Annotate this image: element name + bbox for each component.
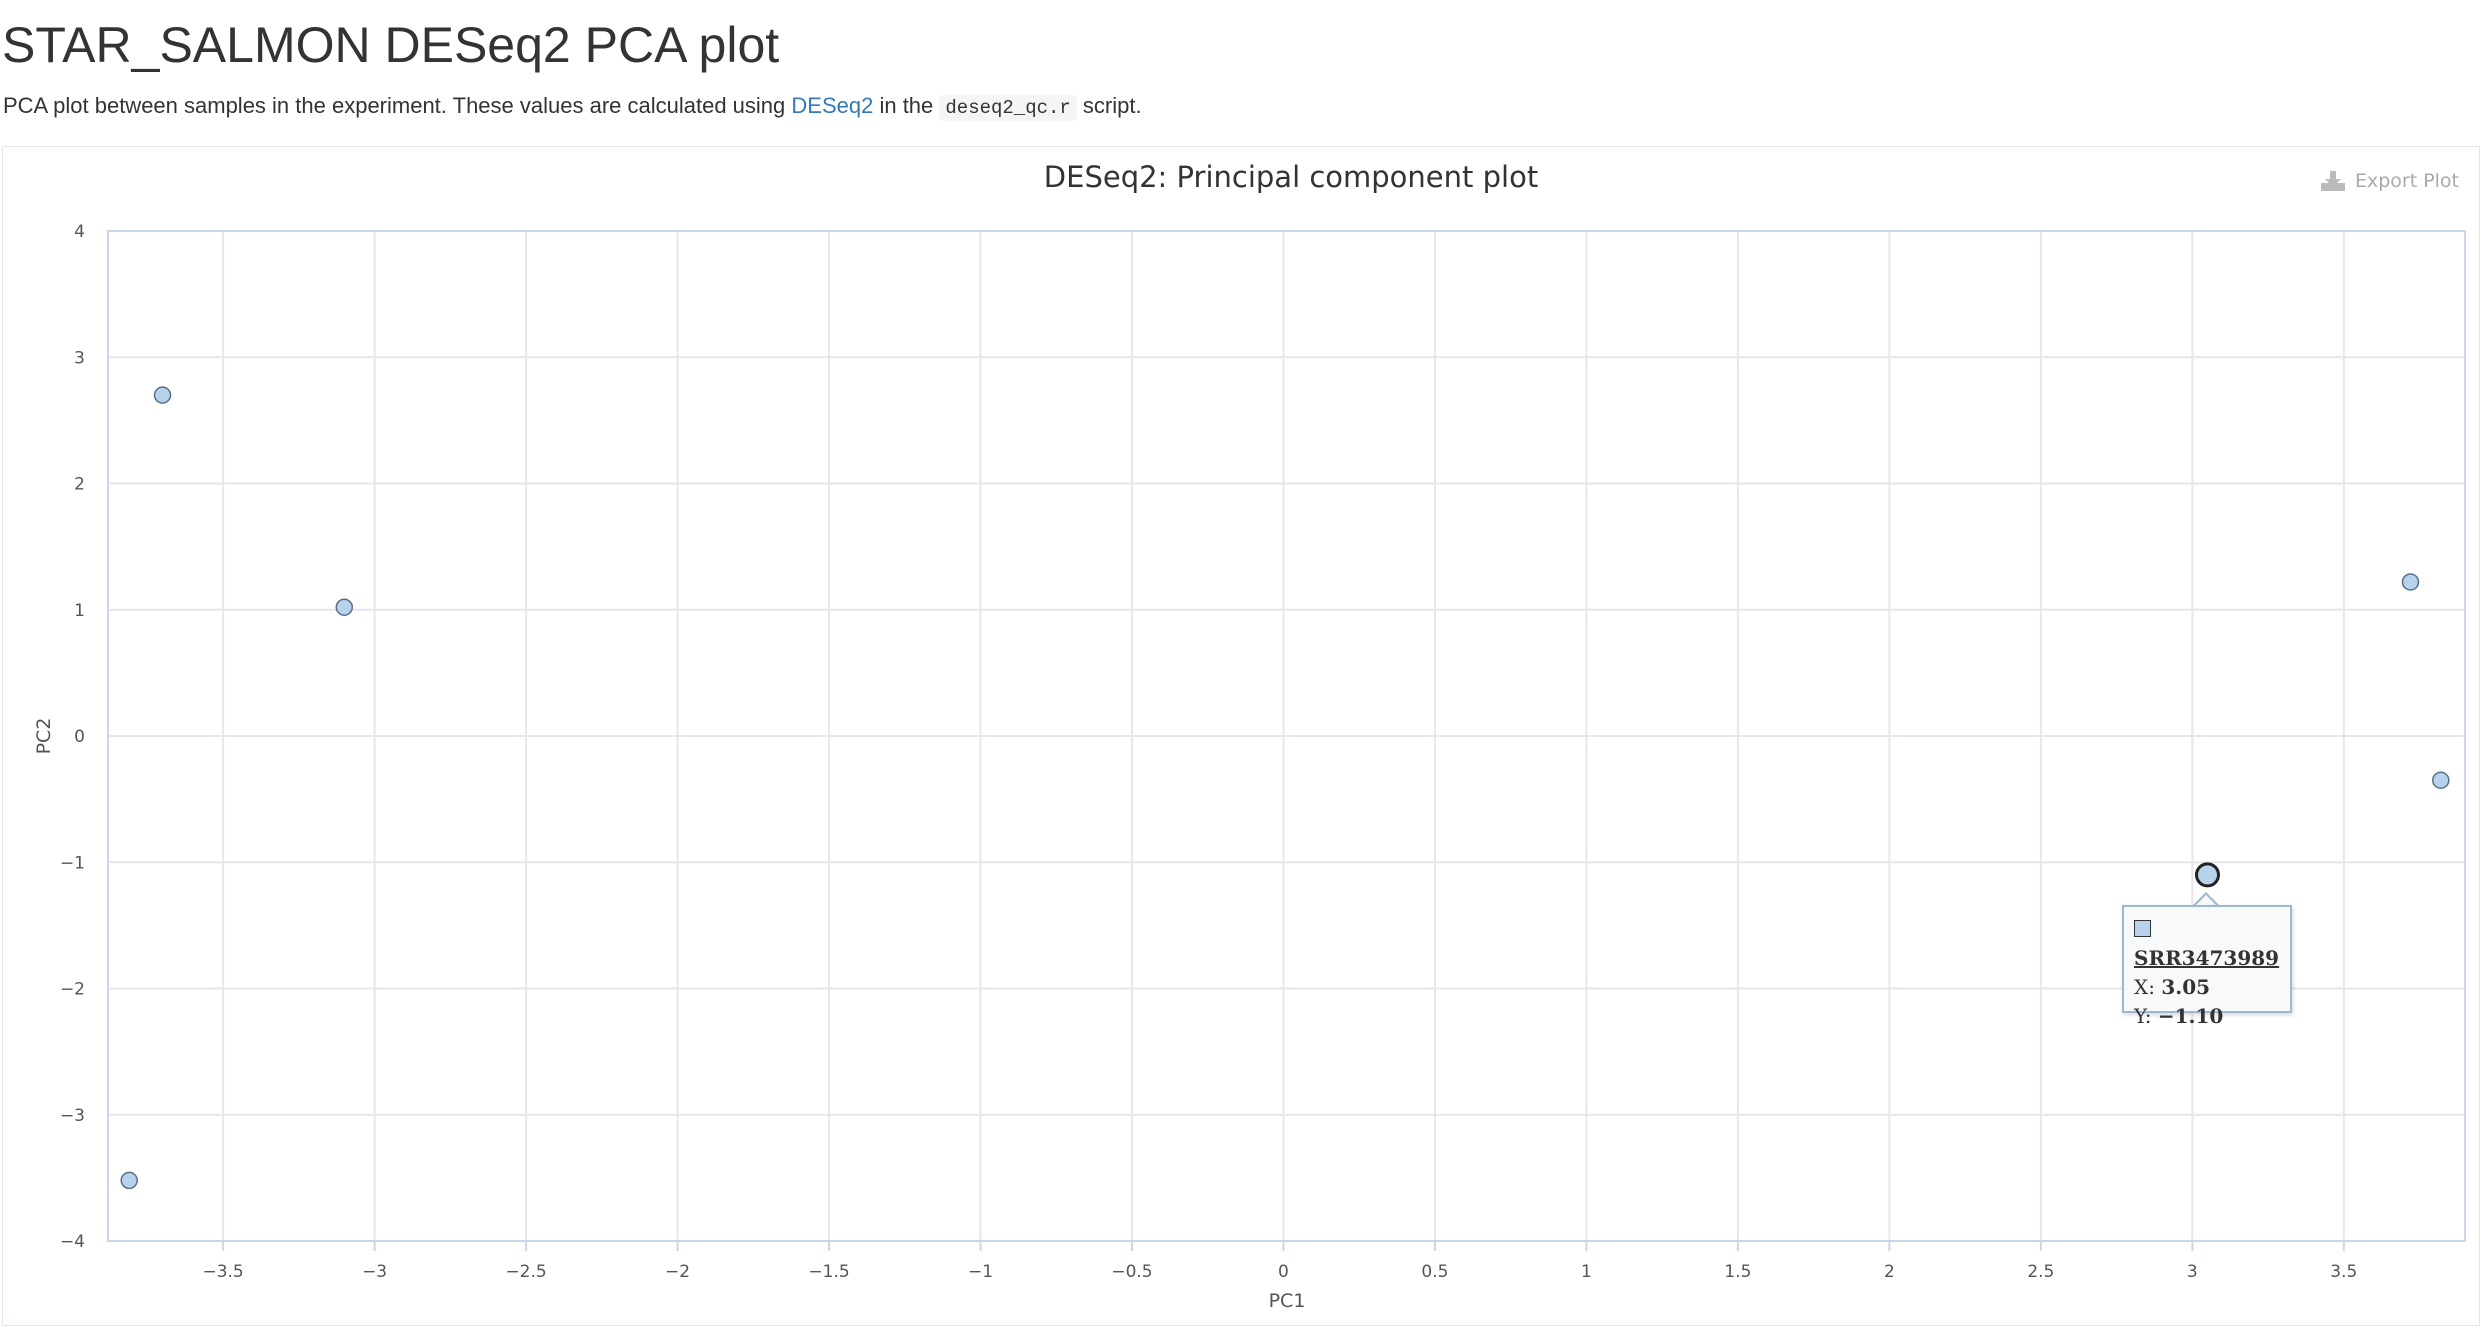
x-tick-label: −3.5: [202, 1262, 243, 1282]
tooltip-sample-name: SRR3473989: [2134, 946, 2280, 970]
description-text-post: script.: [1076, 93, 1142, 118]
x-tick-label: −0.5: [1111, 1262, 1152, 1282]
tooltip-y-row: Y: −1.10: [2134, 1002, 2280, 1031]
data-point: [2432, 771, 2450, 789]
x-tick-label: 1.5: [1724, 1262, 1751, 1282]
x-tick-label: 2.5: [2027, 1262, 2054, 1282]
x-tick-label: −3: [362, 1262, 387, 1282]
plot-border: [107, 230, 2466, 1242]
y-tick-label: −4: [60, 1232, 85, 1252]
y-axis-title: PC2: [33, 718, 55, 755]
x-axis-title: PC1: [1269, 1290, 1306, 1312]
description-text-pre: PCA plot between samples in the experime…: [3, 93, 792, 118]
plot-panel: −3.5 −3 −2.5 −2 −1.5 −1 −0.5 0 0.5 1 1.5 2 2.5 3 3.5 −4…: [2, 146, 2480, 1326]
series-swatch: [2134, 920, 2151, 937]
y-tick-label: −1: [60, 853, 85, 873]
y-tick-label: −2: [60, 980, 85, 1000]
script-name-code: deseq2_qc.r: [939, 95, 1077, 121]
y-tick-label: 1: [74, 601, 85, 621]
data-point: [153, 386, 172, 404]
x-tick-label: 0.5: [1421, 1262, 1448, 1282]
data-point: [2401, 573, 2420, 591]
point-tooltip: SRR3473989 X: 3.05 Y: −1.10: [2122, 905, 2292, 1028]
x-tick-label: 2: [1884, 1262, 1895, 1282]
tooltip-x-label: X:: [2134, 975, 2155, 999]
y-tick-label: 0: [74, 727, 85, 747]
x-tick-label: 1: [1581, 1262, 1592, 1282]
x-tick-label: −2: [665, 1262, 690, 1282]
x-tick-label: 0: [1278, 1262, 1289, 1282]
y-tick-label: 2: [74, 475, 85, 495]
chart-title: DESeq2: Principal component plot: [1044, 160, 1538, 194]
pca-chart: −3.5 −3 −2.5 −2 −1.5 −1 −0.5 0 0.5 1 1.5 2 2.5 3 3.5 −4…: [33, 160, 2466, 1312]
y-tick-label: 3: [74, 348, 85, 368]
data-point-highlighted: [2194, 862, 2220, 888]
page-title: STAR_SALMON DESeq2 PCA plot: [2, 17, 780, 73]
description-text-mid: in the: [873, 93, 940, 118]
y-tick-label: 4: [74, 222, 85, 242]
tooltip-x-value: 3.05: [2161, 975, 2211, 999]
export-plot-button[interactable]: Export Plot: [2319, 169, 2459, 193]
x-tick-label: −1: [968, 1262, 993, 1282]
x-tick-label: 3: [2187, 1262, 2198, 1282]
x-tick-label: −1.5: [808, 1262, 849, 1282]
tooltip-y-value: −1.10: [2157, 1004, 2224, 1028]
page-description: PCA plot between samples in the experime…: [3, 93, 1142, 121]
data-point: [120, 1171, 138, 1190]
x-tick-label: 3.5: [2330, 1262, 2357, 1282]
export-plot-label: Export Plot: [2354, 170, 2459, 192]
tooltip-arrow-inner: [2194, 895, 2218, 907]
x-tick-label: −2.5: [505, 1262, 546, 1282]
download-icon: [2320, 171, 2345, 191]
y-tick-label: −3: [60, 1106, 85, 1126]
tooltip-y-label: Y:: [2134, 1004, 2152, 1028]
deseq2-link[interactable]: DESeq2: [791, 93, 874, 118]
data-point: [335, 598, 354, 616]
tooltip-sample-row: SRR3473989: [2134, 915, 2280, 973]
tooltip-x-row: X: 3.05: [2134, 973, 2280, 1002]
